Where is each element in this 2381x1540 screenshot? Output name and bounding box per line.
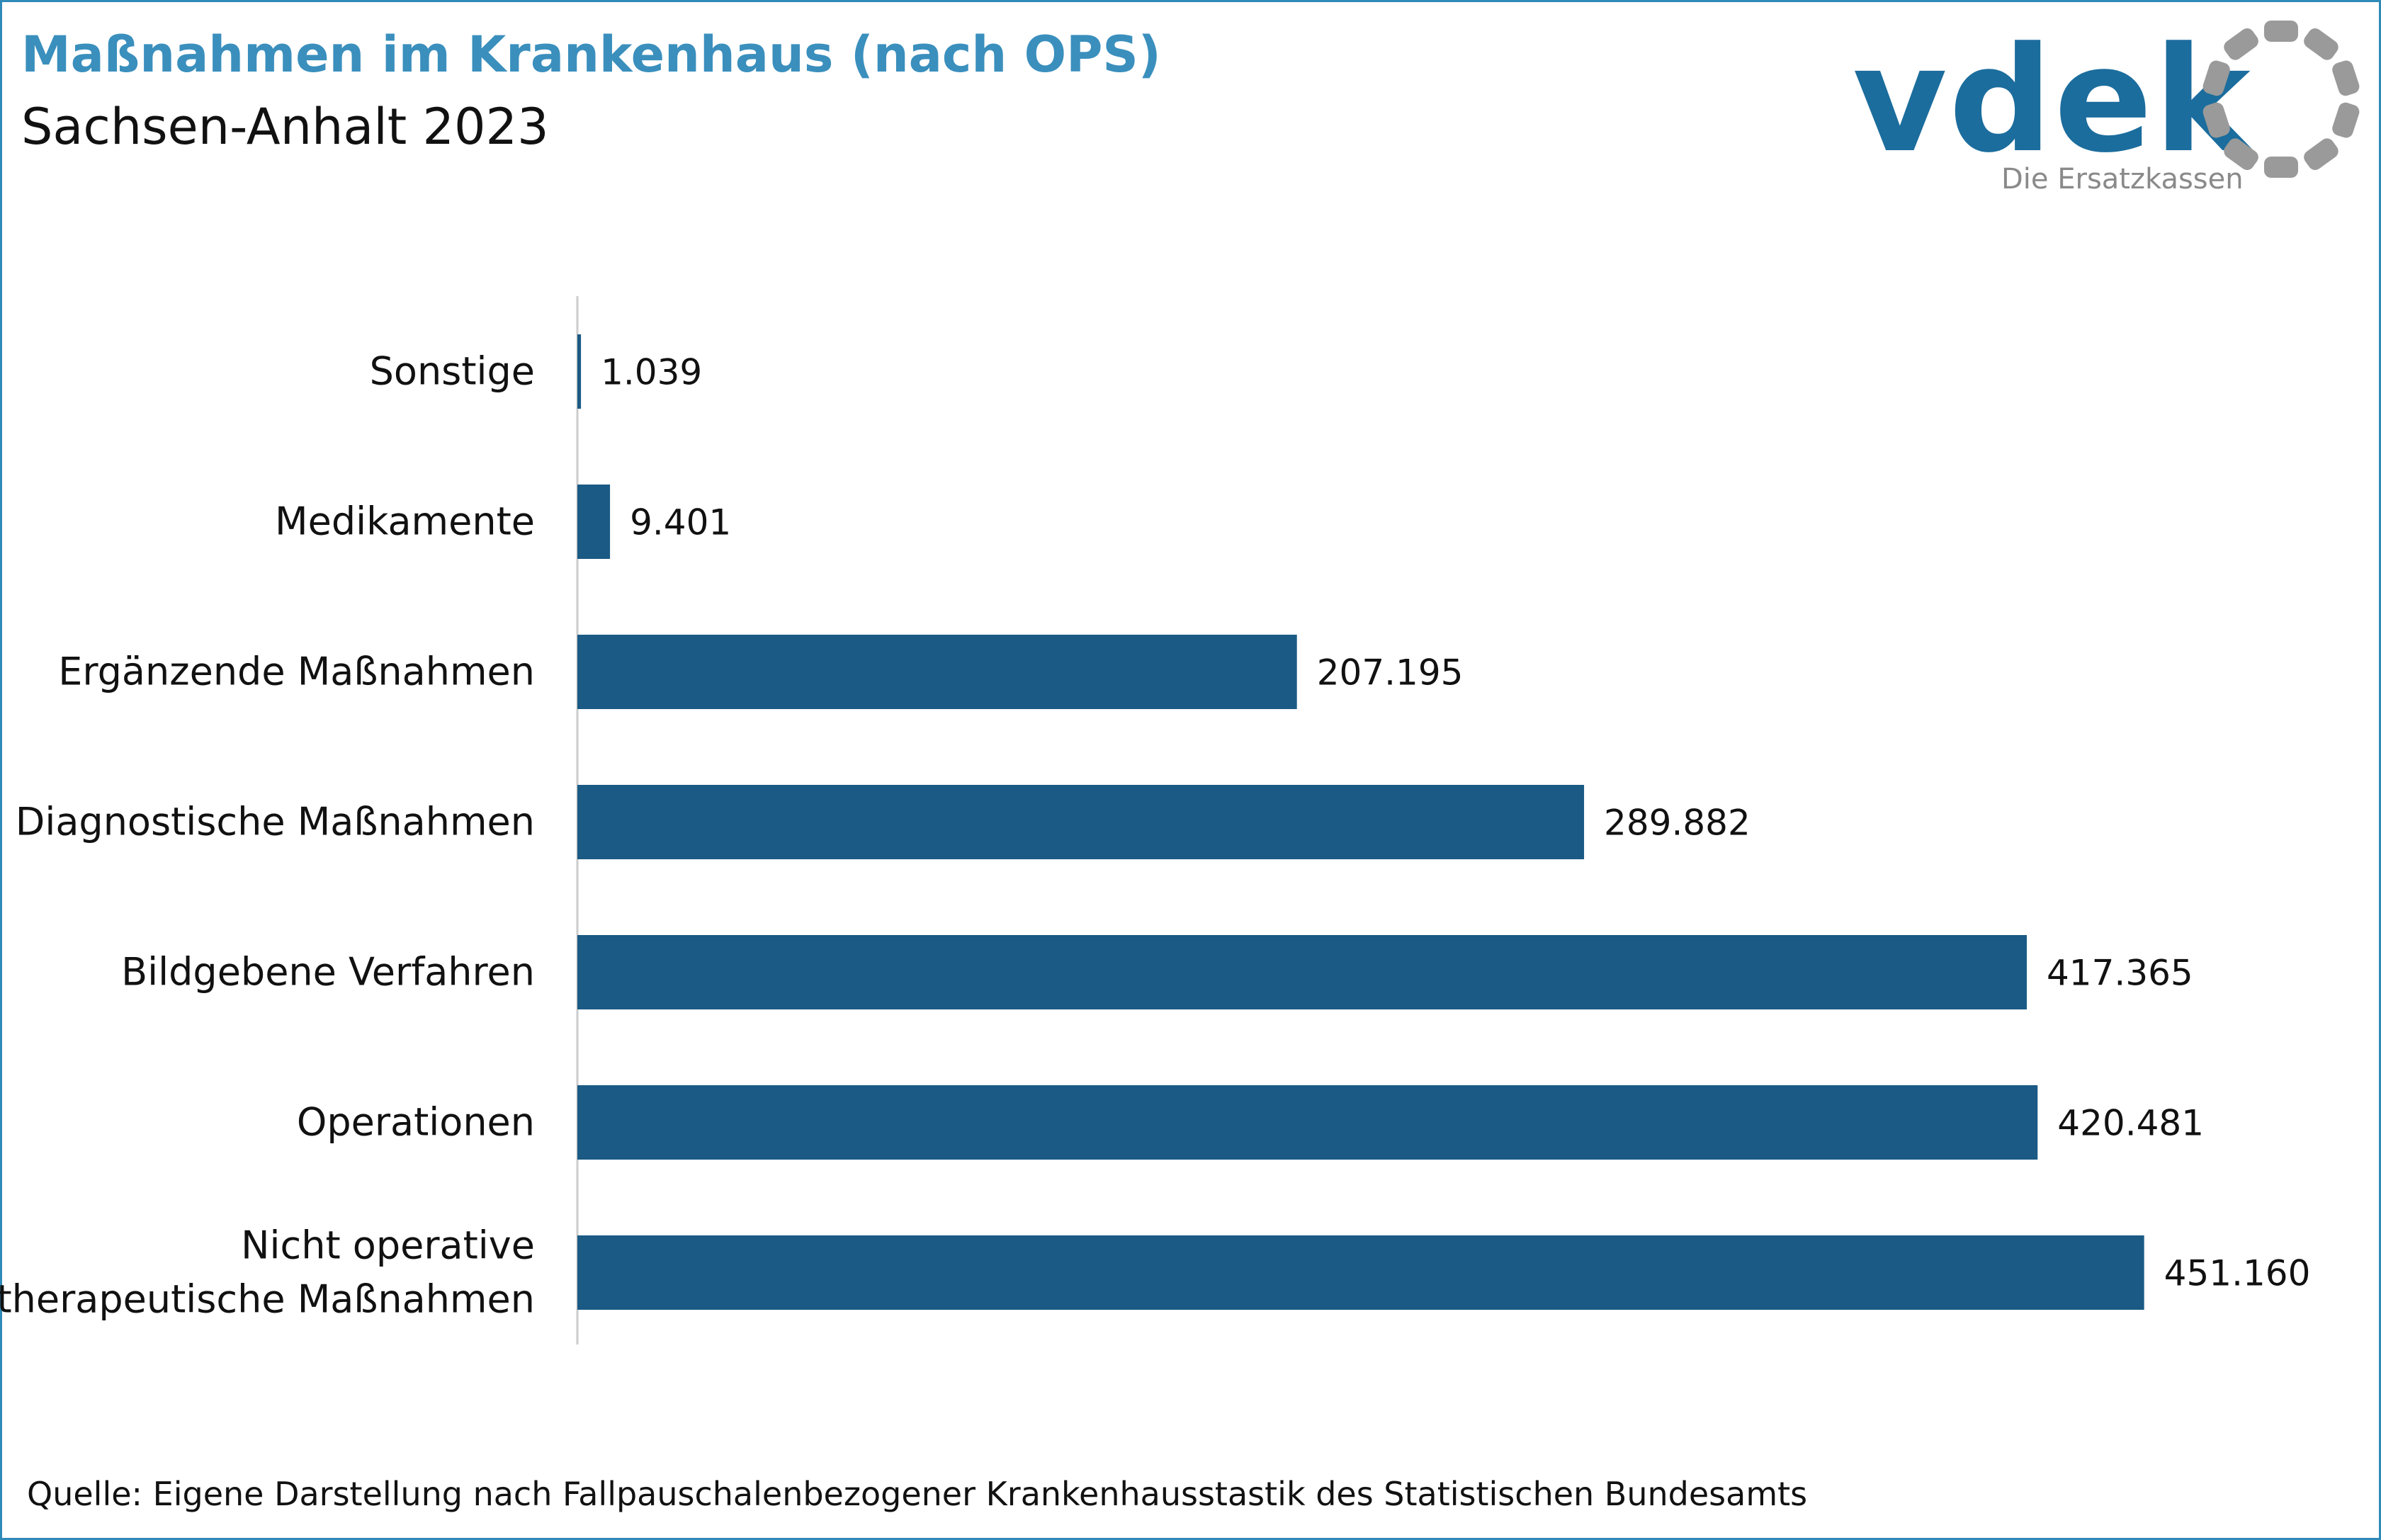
- logo-ring-segment: [2202, 60, 2230, 96]
- data-label: 417.365: [2047, 953, 2193, 994]
- bar: [577, 334, 582, 409]
- bar: [577, 935, 2027, 1009]
- logo-ring-segment: [2304, 138, 2338, 170]
- category-label: Bildgebene Verfahren: [121, 950, 535, 995]
- source-note: Quelle: Eigene Darstellung nach Fallpaus…: [27, 1475, 1808, 1513]
- logo-ring-segment: [2332, 60, 2360, 96]
- category-label: Operationen: [297, 1100, 535, 1145]
- data-label: 451.160: [2164, 1253, 2311, 1294]
- category-label: Nicht operative: [241, 1223, 535, 1268]
- category-label: Sonstige: [370, 349, 535, 394]
- logo-ring-segment: [2332, 102, 2360, 138]
- dotted-ring-logo-icon: [2202, 21, 2360, 178]
- category-label: Medikamente: [275, 499, 535, 544]
- logo-wordmark: vdek: [1853, 16, 2252, 185]
- data-label: 420.481: [2057, 1103, 2204, 1144]
- data-label: 9.401: [630, 502, 731, 543]
- logo-tagline: Die Ersatzkassen: [2001, 163, 2244, 196]
- category-label: Ergänzende Maßnahmen: [58, 650, 535, 694]
- category-label: therapeutische Maßnahmen: [0, 1277, 535, 1322]
- page-subtitle: Sachsen-Anhalt 2023: [21, 98, 549, 156]
- bar: [577, 1235, 2144, 1310]
- page-title: Maßnahmen im Krankenhaus (nach OPS): [21, 26, 1161, 84]
- bar: [577, 785, 1585, 859]
- bar: [577, 1085, 2038, 1160]
- category-label: Diagnostische Maßnahmen: [16, 800, 535, 844]
- bar: [577, 635, 1297, 709]
- logo-ring-segment: [2202, 102, 2230, 138]
- data-label: 207.195: [1317, 652, 1464, 693]
- data-label: 1.039: [601, 352, 702, 393]
- logo-ring-segment: [2264, 21, 2298, 42]
- vdek-logo: vdek Die Ersatzkassen: [1842, 14, 2366, 198]
- logo-ring-segment: [2304, 28, 2338, 60]
- logo-ring-segment: [2224, 138, 2258, 170]
- bar: [577, 485, 611, 559]
- logo-ring-segment: [2224, 28, 2258, 60]
- logo-ring-segment: [2264, 157, 2298, 178]
- data-label: 289.882: [1604, 803, 1751, 844]
